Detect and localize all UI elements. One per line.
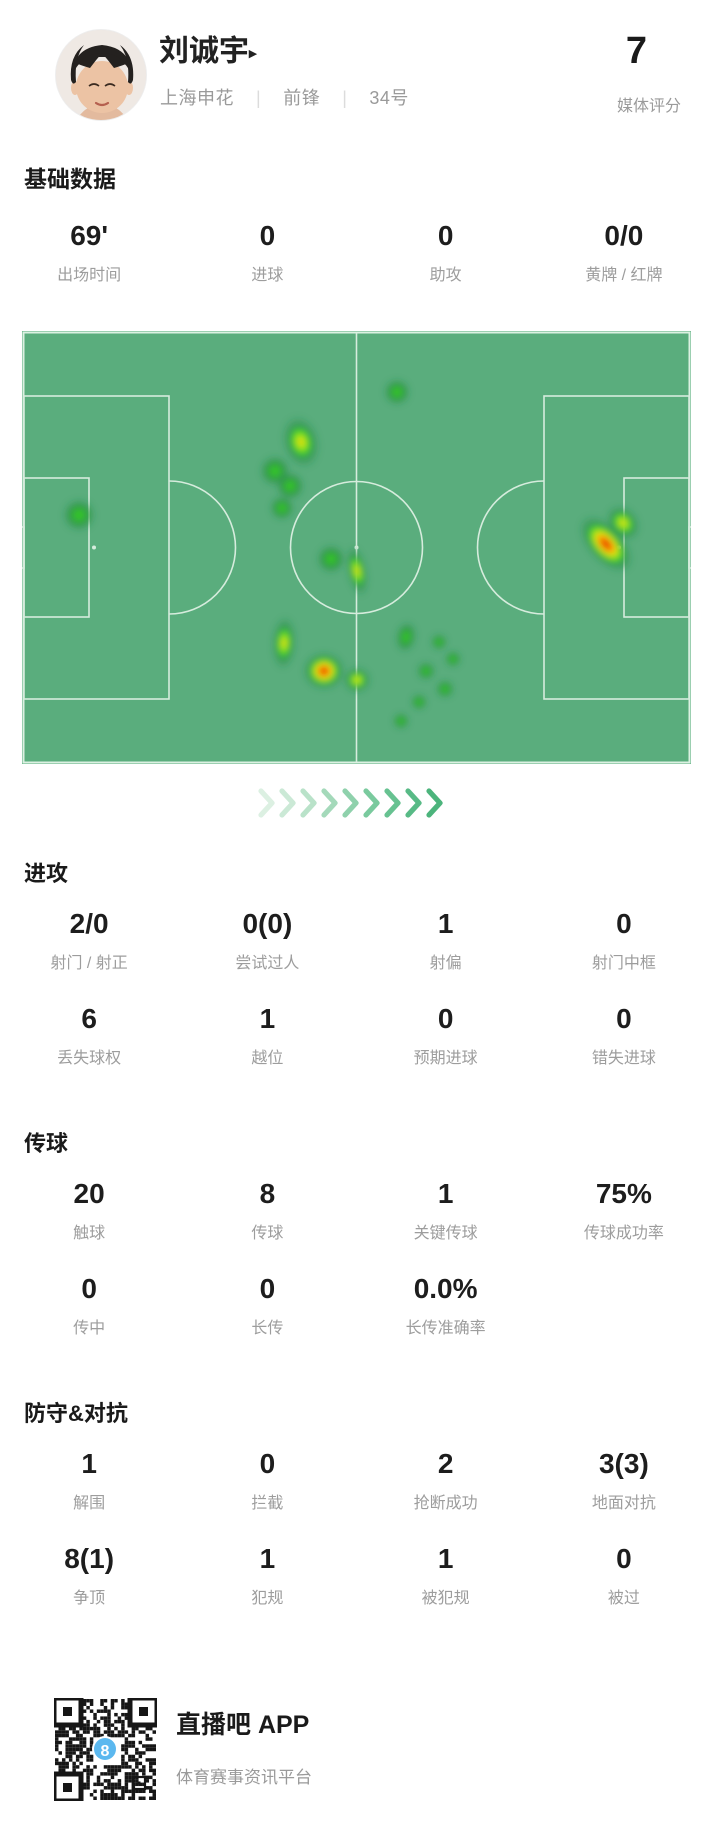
svg-text:8: 8: [101, 1743, 110, 1760]
